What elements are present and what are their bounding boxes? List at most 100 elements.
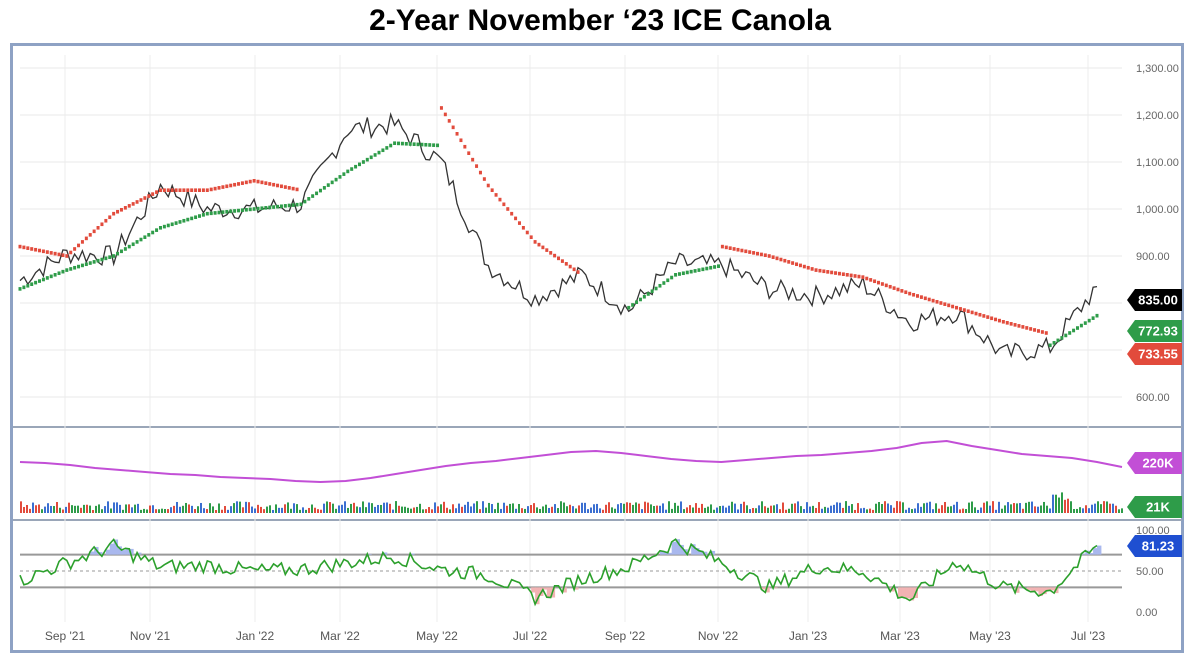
rsi-overbought-fill [698, 550, 704, 555]
volume-bar [1040, 505, 1042, 513]
resistance-stop-point [22, 245, 26, 250]
resistance-stop-point [80, 240, 84, 244]
x-tick-label: Nov '21 [130, 629, 171, 643]
rsi-tick-label: 100.00 [1136, 525, 1170, 537]
support-stop-point [155, 228, 159, 232]
volume-bar [320, 509, 322, 513]
resistance-stop-point [178, 188, 182, 192]
rsi-oversold-fill [1046, 587, 1051, 591]
resistance-stop-point [814, 268, 818, 272]
volume-bar [854, 509, 856, 513]
support-stop-point [381, 148, 385, 153]
rsi-oversold-fill [1050, 587, 1055, 591]
resistance-stop-point [978, 312, 982, 317]
volume-bar [776, 504, 778, 513]
volume-bar [104, 506, 106, 513]
volume-bar [758, 505, 760, 513]
rsi-oversold-fill [546, 587, 552, 598]
volume-bar [911, 509, 913, 513]
resistance-stop-point [849, 273, 853, 278]
rsi-last-badge: 81.23 [1127, 535, 1182, 557]
close-last-badge-shape [1127, 289, 1182, 311]
support-stop-point [674, 273, 678, 277]
support-stop-point [34, 280, 38, 285]
resistance-stop-point [100, 222, 104, 227]
volume-bar [572, 506, 574, 513]
volume-bar [425, 509, 427, 513]
support-stop-point [627, 305, 631, 310]
support-stop-point [84, 262, 88, 267]
resistance-stop-point [221, 185, 225, 189]
volume-bar [59, 507, 61, 513]
resistance-stop-point [880, 282, 884, 286]
resistance-stop-point [514, 216, 518, 221]
resistance-stop-point [537, 242, 541, 247]
support-stop-point [642, 294, 646, 299]
support-stop-point [432, 143, 436, 147]
volume-bar [107, 501, 109, 513]
volume-bar [137, 503, 139, 513]
price-tick-label: 1,300.00 [1136, 63, 1179, 75]
volume-bar [296, 504, 298, 513]
volume-bar [362, 501, 364, 513]
resistance-stop-point [116, 209, 120, 214]
resistance-stop-point [553, 253, 557, 258]
support-stop-point [1068, 331, 1072, 335]
support-stop-point [412, 142, 416, 146]
volume-bar [827, 507, 829, 513]
volume-bar [407, 507, 409, 513]
volume-bar [914, 508, 916, 513]
volume-bar [260, 506, 262, 513]
support-stop-point [268, 205, 272, 210]
resistance-stop-point [252, 179, 256, 183]
support-stop-point [248, 207, 252, 212]
resistance-stop-point [1001, 320, 1005, 324]
volume-bar [173, 505, 175, 513]
volume-bar [26, 504, 28, 513]
volume-bar [275, 504, 277, 513]
volume-bar [788, 508, 790, 513]
resistance-stop-point [1017, 324, 1021, 328]
resistance-stop-point [931, 298, 935, 303]
volume-bar [500, 508, 502, 513]
volume-bar [332, 503, 334, 513]
support-stop-point [123, 247, 127, 251]
volume-bar [512, 503, 514, 513]
support-stop-point [225, 209, 229, 214]
volume-bar [710, 504, 712, 513]
volume-bar [203, 508, 205, 513]
volume-bar [908, 507, 910, 513]
volume-bar [314, 507, 316, 513]
volume-bar [803, 509, 805, 513]
close-last-badge-text: 835.00 [1138, 293, 1178, 308]
support-stop-point [252, 207, 256, 211]
volume-bar [683, 509, 685, 513]
x-tick-label: Jul '22 [513, 629, 548, 643]
resistance-stop-point [96, 226, 100, 230]
volume-bar [44, 506, 46, 513]
volume-bar [1022, 508, 1024, 513]
volume-bar [884, 501, 886, 513]
rsi-overbought-fill [121, 550, 126, 555]
volume-bar [734, 503, 736, 513]
resistance-stop-point [73, 247, 77, 251]
volume-bar [83, 504, 85, 513]
resistance-stop-point [791, 261, 795, 265]
resistance-stop-point [557, 256, 560, 261]
rsi-overbought-fill [90, 551, 95, 555]
volume-bar [494, 509, 496, 513]
volume-bar [968, 502, 970, 513]
resistance-stop-point [990, 316, 994, 321]
open-interest-line [19, 439, 1123, 484]
resistance-stop-point [1033, 328, 1037, 332]
resistance-stop-point [853, 274, 857, 278]
volume-bar [530, 505, 532, 513]
support-stop-point [1091, 316, 1095, 320]
support-stop-point [635, 300, 639, 305]
volume-bar [764, 506, 766, 513]
x-tick-label: Sep '22 [605, 629, 646, 643]
rsi-overbought-fill [679, 544, 684, 555]
volume-bar [272, 509, 274, 513]
volume-bar [650, 504, 652, 513]
resistance-stop-point [560, 259, 564, 263]
